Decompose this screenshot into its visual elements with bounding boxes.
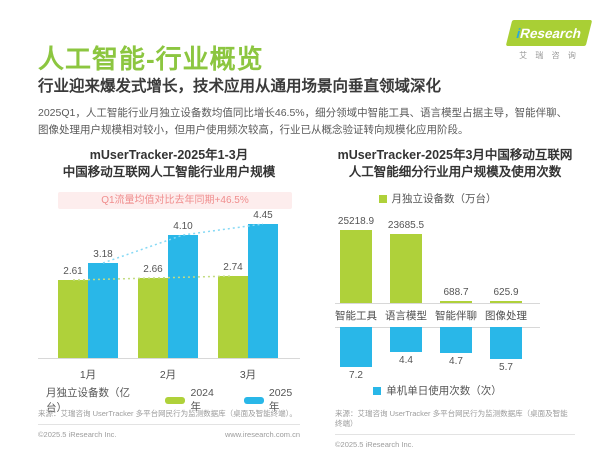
right-footer-row: ©2025.5 iResearch Inc. [335, 440, 575, 449]
logo-caption: 艾 瑞 咨 询 [519, 51, 579, 60]
page-title: 人工智能-行业概览 [38, 44, 264, 75]
iresearch-logo: iResearch 艾 瑞 咨 询 [505, 20, 593, 61]
bar-value-2024年-3月: 2.74 [223, 262, 243, 273]
x-label-3月: 3月 [239, 369, 257, 381]
right-source-note: 来源：艾瑞咨询 UserTracker 多平台网民行为监测数据库（桌面及智能终端… [335, 409, 575, 436]
right-chart-category-band: 智能工具 语言模型 智能伴聊 图像处理 [335, 303, 540, 328]
right-chart-title-line1: mUserTracker-2025年3月中国移动互联网 [337, 148, 573, 162]
bar-value-2025年-3月: 4.45 [253, 210, 273, 221]
left-copyright: ©2025.5 iResearch Inc. [38, 430, 117, 440]
right-chart-title-line2: 人工智能细分行业用户规模及使用次数 [348, 164, 562, 179]
legend-swatch-usage [373, 386, 382, 395]
right-chart-plot-devices: 25218.9 23685.5 688.7 625.9 [335, 212, 540, 304]
bar-value-2025年-1月: 3.18 [93, 249, 113, 260]
legend-swatch-devices [378, 194, 387, 203]
left-source-note: 来源：艾瑞咨询 UserTracker 多平台网民行为监测数据库（桌面及智能终端… [38, 409, 300, 426]
bar-devices-智能伴聊 [440, 301, 472, 303]
left-chart-title-line1: mUserTracker-2025年1-3月 [89, 148, 249, 162]
legend-label-usage: 单机单日使用次数（次） [386, 385, 502, 397]
right-footer: 来源：艾瑞咨询 UserTracker 多平台网民行为监测数据库（桌面及智能终端… [335, 409, 575, 449]
bar-usage-语言模型 [390, 327, 422, 352]
bar-2025年-3月 [248, 224, 278, 358]
logo-parallelogram: iResearch [505, 20, 593, 46]
category-label-智能工具: 智能工具 [335, 310, 377, 322]
left-axis-label: 月独立设备数（亿台） [46, 387, 130, 414]
bar-value-devices-语言模型: 23685.5 [387, 220, 425, 231]
legend-label-2024: 2024年 [190, 386, 214, 413]
bar-usage-智能伴聊 [440, 327, 472, 353]
logo-wordmark: iResearch [515, 26, 583, 41]
trend-line-2025年 [102, 223, 264, 264]
right-chart: mUserTracker-2025年3月中国移动互联网 人工智能细分行业用户规模… [335, 147, 575, 405]
legend-label-devices: 月独立设备数（万台） [391, 193, 497, 205]
legend-swatch-2024 [165, 396, 186, 404]
legend-label-2025: 2025年 [268, 386, 293, 413]
bar-value-2024年-1月: 2.61 [63, 266, 83, 277]
bar-devices-图像处理 [490, 301, 522, 303]
category-label-智能伴聊: 智能伴聊 [435, 310, 477, 322]
left-chart-title-line2: 中国移动互联网人工智能行业用户规模 [62, 164, 276, 179]
bar-value-2025年-2月: 4.10 [173, 221, 193, 232]
page-subtitle: 行业迎来爆发式增长，技术应用从通用场景向垂直领域深化 [38, 77, 442, 95]
category-label-图像处理: 图像处理 [485, 310, 527, 322]
left-footer: 来源：艾瑞咨询 UserTracker 多平台网民行为监测数据库（桌面及智能终端… [38, 409, 300, 439]
bar-value-usage-语言模型: 4.4 [399, 355, 413, 366]
bar-2024年-3月 [218, 276, 248, 358]
left-chart-plot: 2.61 3.18 2.66 4.10 2.74 4.45 [38, 210, 300, 359]
right-copyright: ©2025.5 iResearch Inc. [335, 440, 414, 449]
bar-value-devices-智能伴聊: 688.7 [443, 287, 469, 298]
left-chart-legend: 月独立设备数（亿台） 2024年 2025年 [46, 385, 300, 415]
right-chart-plot-usage: 7.2 4.4 4.7 5.7 [335, 327, 540, 381]
right-chart-legend-usage: 单机单日使用次数（次） [335, 383, 540, 398]
legend-item-2024: 2024年 [165, 387, 221, 414]
left-chart-x-axis: 1月 2月 3月 [38, 363, 300, 381]
bar-value-usage-智能工具: 7.2 [349, 370, 363, 381]
website-url: www.iresearch.com.cn [224, 430, 300, 440]
trend-lines [72, 223, 264, 281]
logo-research-text: Research [518, 25, 584, 41]
legend-item-2025: 2025年 [243, 386, 300, 414]
bar-usage-图像处理 [490, 327, 522, 359]
bar-value-devices-智能工具: 25218.9 [337, 216, 375, 227]
left-footer-row: ©2025.5 iResearch Inc. www.iresearch.com… [38, 430, 300, 439]
right-chart-legend-devices: 月独立设备数（万台） [335, 191, 540, 206]
legend-swatch-2025 [243, 396, 264, 404]
bar-2025年-2月 [168, 235, 198, 358]
growth-annotation-banner: Q1流量均值对比去年同期+46.5% [58, 192, 292, 209]
bar-value-2024年-2月: 2.66 [143, 264, 163, 275]
bar-value-devices-图像处理: 625.9 [493, 287, 519, 298]
bar-usage-智能工具 [340, 327, 372, 367]
summary-paragraph: 2025Q1，人工智能行业月独立设备数均值同比增长46.5%，细分领域中智能工具… [38, 106, 568, 136]
bar-value-usage-智能伴聊: 4.7 [449, 356, 463, 367]
category-label-语言模型: 语言模型 [385, 310, 427, 322]
left-chart-title: mUserTracker-2025年1-3月 中国移动互联网人工智能行业用户规模 [38, 147, 300, 181]
bar-devices-语言模型 [390, 234, 422, 303]
bar-2024年-1月 [58, 280, 88, 358]
bar-value-usage-图像处理: 5.7 [499, 362, 513, 373]
right-chart-title: mUserTracker-2025年3月中国移动互联网 人工智能细分行业用户规模… [335, 147, 575, 181]
left-chart: mUserTracker-2025年1-3月 中国移动互联网人工智能行业用户规模… [38, 147, 300, 414]
bar-devices-智能工具 [340, 230, 372, 303]
bar-2024年-2月 [138, 278, 168, 358]
x-label-2月: 2月 [159, 369, 177, 381]
x-label-1月: 1月 [79, 369, 97, 381]
trend-line-2024年 [72, 275, 234, 281]
